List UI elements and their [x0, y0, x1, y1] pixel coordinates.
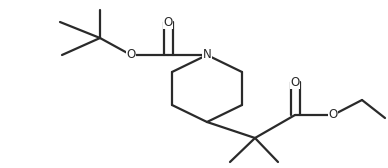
Text: O: O [126, 49, 136, 61]
Text: O: O [290, 75, 300, 89]
Text: O: O [163, 15, 173, 29]
Text: O: O [328, 109, 338, 121]
Text: N: N [203, 49, 211, 61]
